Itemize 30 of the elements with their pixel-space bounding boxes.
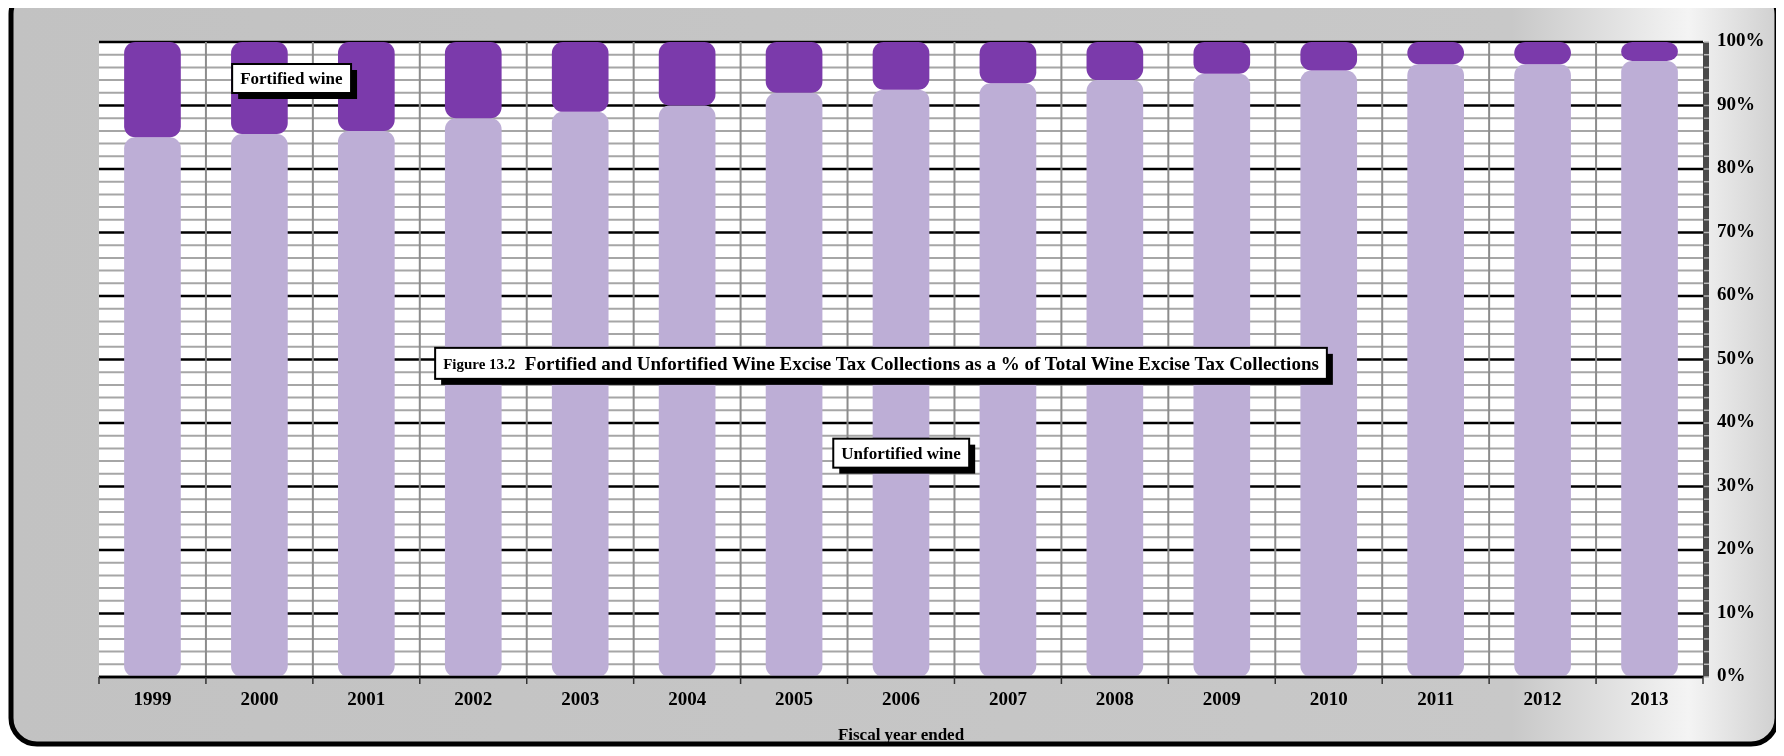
x-tick-label: 2004 xyxy=(668,688,707,710)
y-tick-label: 80% xyxy=(1717,156,1755,178)
x-tick-label: 2009 xyxy=(1202,688,1241,710)
x-tick-label: 2010 xyxy=(1309,688,1348,710)
y-tick-label: 90% xyxy=(1717,92,1755,114)
x-tick-label: 2007 xyxy=(988,688,1028,710)
y-tick-label: 70% xyxy=(1717,219,1755,241)
y-tick-label: 20% xyxy=(1717,537,1755,559)
x-tick-label: 2003 xyxy=(561,688,600,710)
x-tick-label: 1999 xyxy=(133,688,172,710)
x-tick-label: 2008 xyxy=(1095,688,1134,710)
x-tick-label: 2006 xyxy=(882,688,920,710)
x-tick-label: 2011 xyxy=(1417,688,1455,710)
y-tick-label: 30% xyxy=(1717,473,1755,495)
x-tick-label: 2012 xyxy=(1523,688,1562,710)
x-tick-label: 2013 xyxy=(1630,688,1669,710)
y-tick-label: 100% xyxy=(1717,29,1765,51)
x-axis-title: Fiscal year ended xyxy=(837,724,965,744)
series-label: Fortified wine xyxy=(240,69,344,89)
x-tick-label: 2002 xyxy=(454,688,493,710)
y-tick-label: 50% xyxy=(1717,346,1755,368)
y-tick-label: 10% xyxy=(1717,600,1755,622)
y-tick-label: 60% xyxy=(1717,283,1755,305)
x-tick-label: 2005 xyxy=(775,688,814,710)
x-tick-label: 2000 xyxy=(240,688,279,710)
text: Figure 13.2 Fortified and Unfortified Wine Excise Tax Collections as a % of Total Wine Excise Tax Collections xyxy=(443,352,1319,374)
y-tick-label: 40% xyxy=(1717,410,1755,432)
series-label: Unfortified wine xyxy=(841,443,962,463)
y-tick-label: 0% xyxy=(1717,664,1746,686)
x-tick-label: 2001 xyxy=(347,688,386,710)
